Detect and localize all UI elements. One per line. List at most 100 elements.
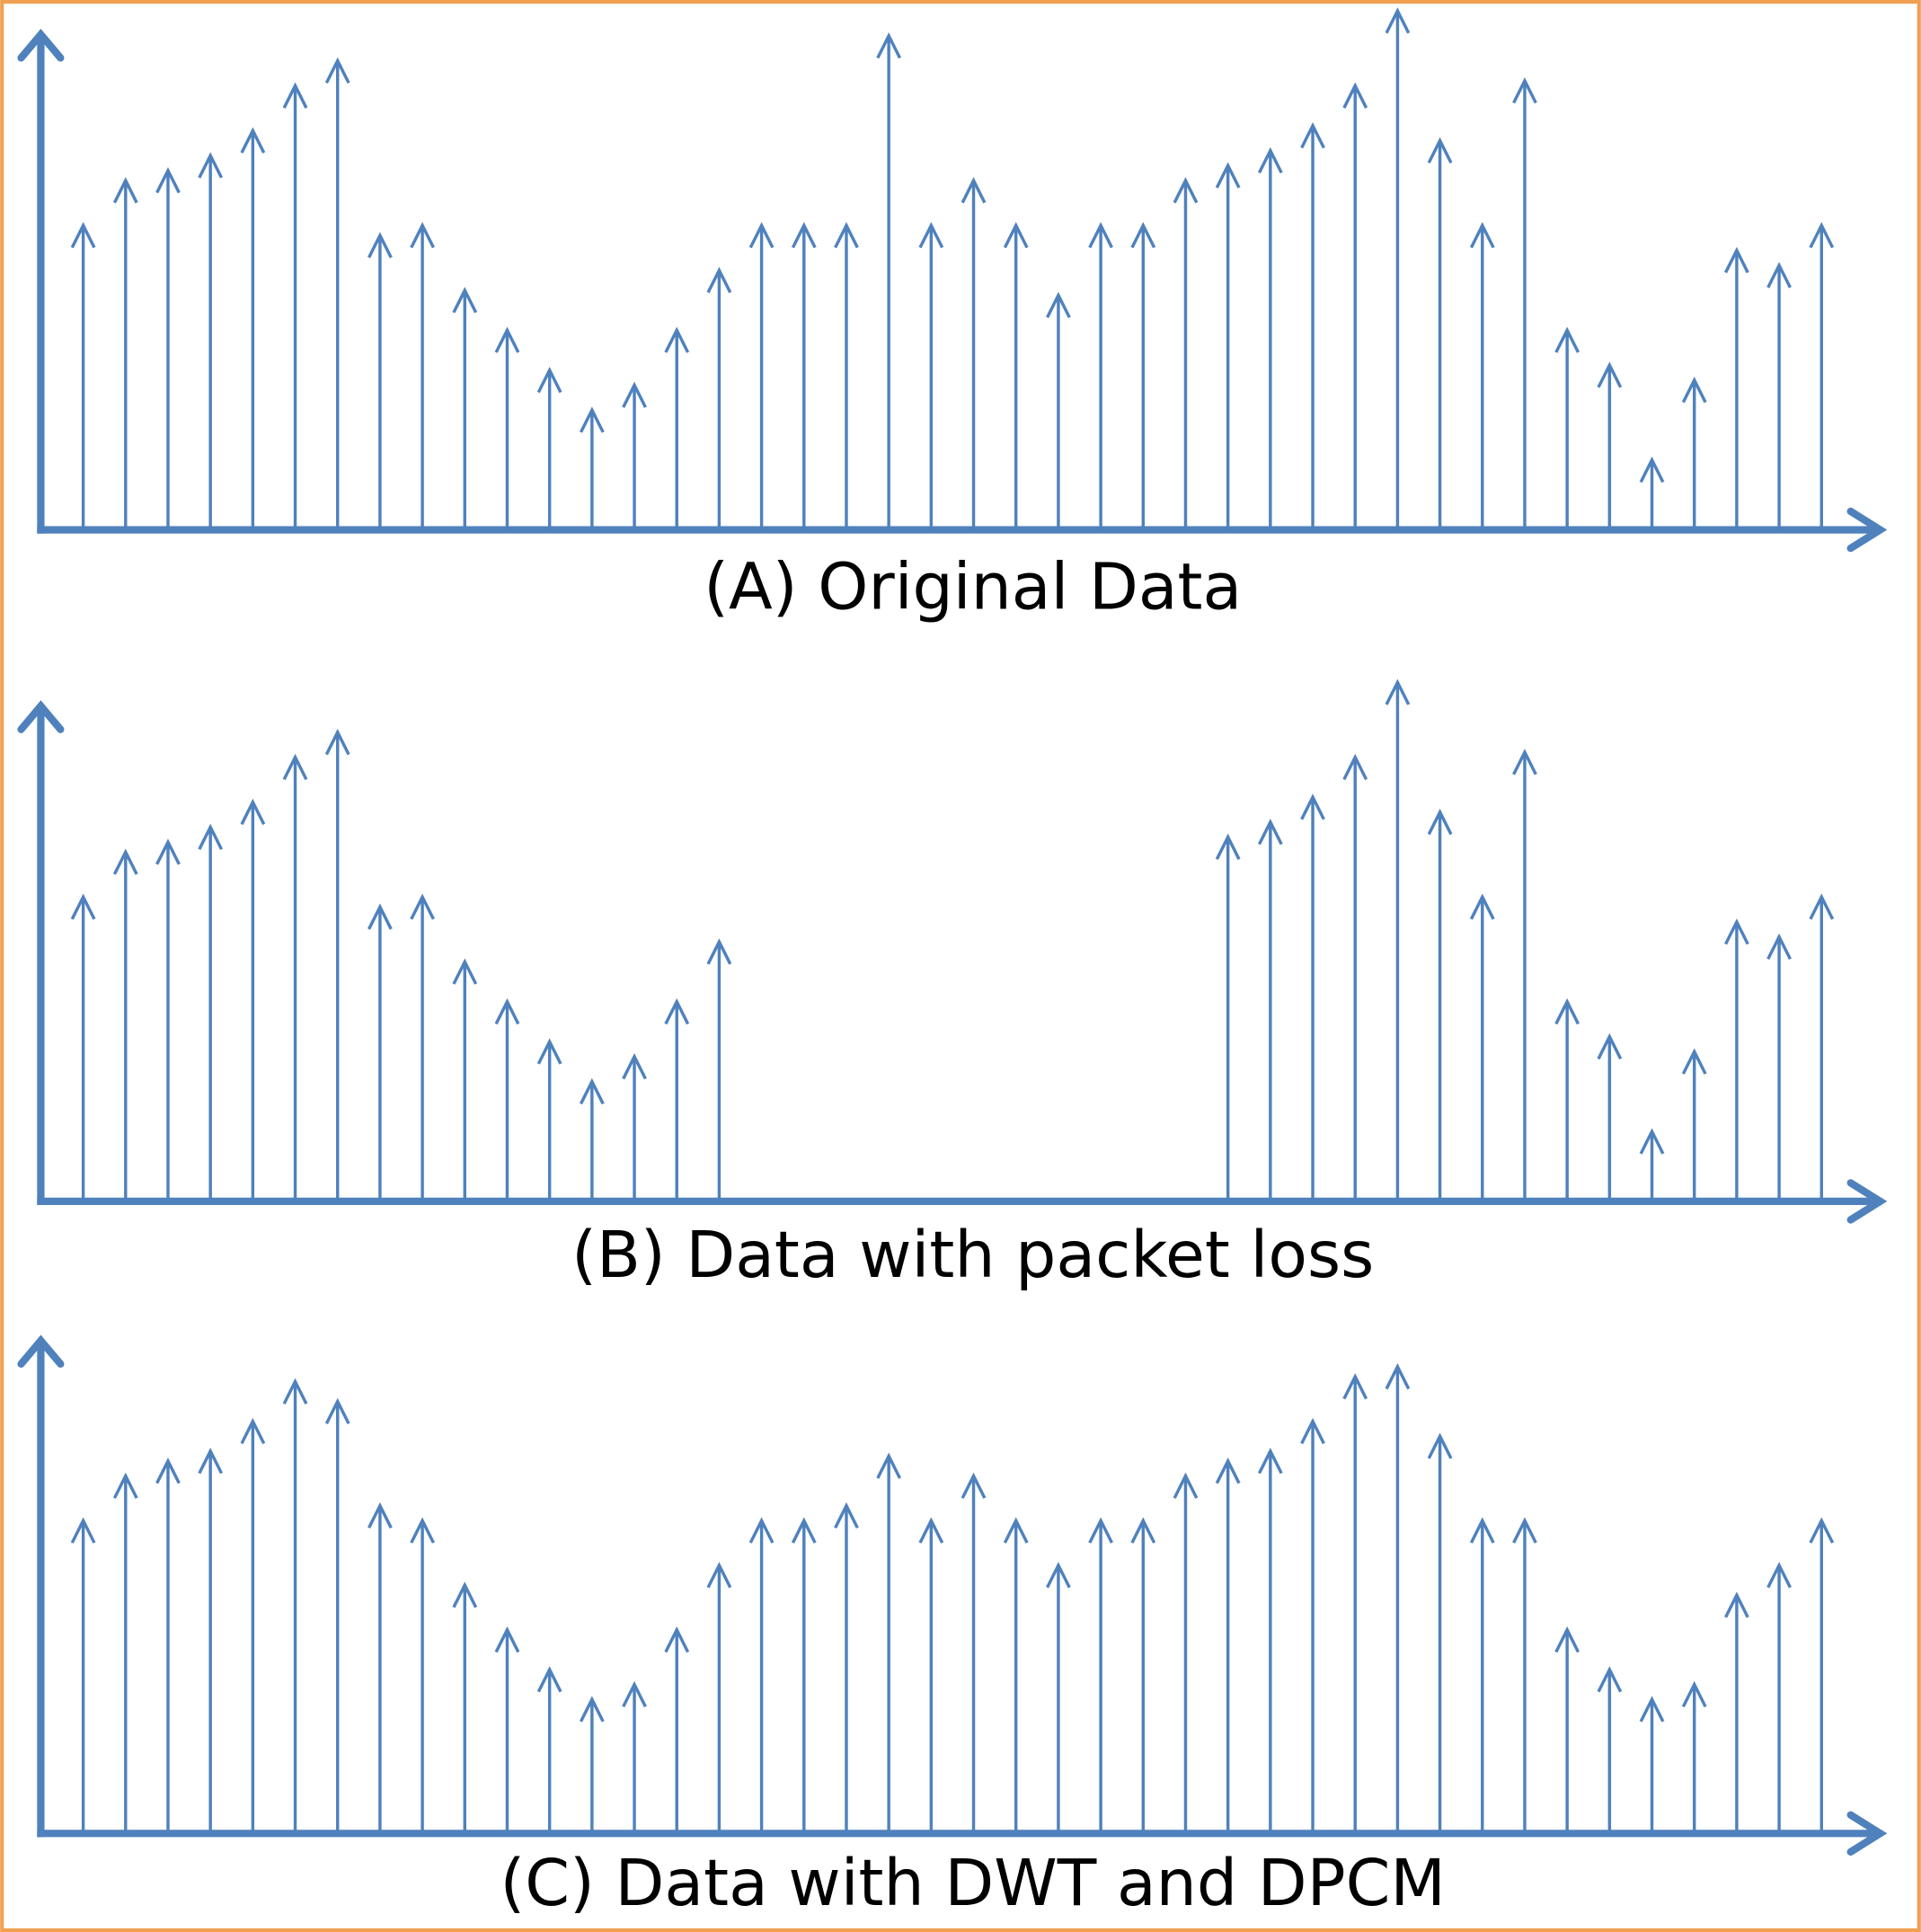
stem bbox=[452, 1582, 478, 1834]
stem bbox=[1427, 808, 1453, 1201]
stem bbox=[1385, 7, 1411, 530]
stem bbox=[706, 938, 732, 1201]
stem-arrow bbox=[1766, 261, 1792, 288]
y-axis-arrow bbox=[17, 29, 65, 62]
stem bbox=[1385, 678, 1411, 1201]
stem bbox=[1003, 1517, 1029, 1834]
stem-arrow bbox=[1427, 1432, 1453, 1459]
stem-arrow bbox=[1173, 1472, 1199, 1499]
stem-arrow bbox=[1385, 7, 1411, 34]
stem-arrow bbox=[579, 1696, 605, 1723]
stem-arrow bbox=[1173, 177, 1199, 204]
stem bbox=[198, 823, 224, 1201]
stem bbox=[410, 222, 435, 530]
stem-arrow bbox=[1300, 793, 1325, 820]
stem bbox=[918, 1517, 944, 1834]
y-axis-arrow bbox=[17, 700, 65, 733]
stem-arrow bbox=[1554, 997, 1580, 1025]
stem bbox=[834, 222, 859, 530]
stem-arrow bbox=[706, 267, 732, 294]
stem bbox=[324, 729, 350, 1201]
stem-arrow bbox=[1554, 1626, 1580, 1653]
stem-arrow bbox=[112, 1472, 138, 1499]
stem-arrow bbox=[1681, 1048, 1707, 1075]
stem bbox=[282, 753, 308, 1201]
stem bbox=[791, 1517, 817, 1834]
stem bbox=[1681, 1680, 1707, 1834]
stem-arrow bbox=[579, 1077, 605, 1105]
stem-arrow bbox=[155, 1458, 181, 1484]
stem-arrow bbox=[960, 177, 987, 204]
stem-arrow bbox=[622, 381, 647, 409]
stem-arrow bbox=[1215, 833, 1241, 860]
stem-arrow bbox=[1639, 1128, 1665, 1155]
stem-arrow bbox=[367, 1502, 393, 1529]
stem-arrow bbox=[706, 938, 732, 965]
stem-arrow bbox=[494, 326, 520, 353]
stem bbox=[1809, 893, 1835, 1201]
stem-arrow bbox=[1512, 1517, 1537, 1544]
stem bbox=[1342, 1373, 1368, 1834]
stem-arrow bbox=[452, 958, 478, 985]
stem bbox=[367, 232, 393, 530]
stem bbox=[706, 267, 732, 530]
stem bbox=[155, 838, 181, 1201]
stem-arrow bbox=[1003, 222, 1029, 249]
stem-arrow bbox=[1300, 1417, 1325, 1445]
stem bbox=[1003, 222, 1029, 530]
stem-arrow bbox=[494, 997, 520, 1025]
stem bbox=[1809, 222, 1835, 530]
stem-arrow bbox=[748, 1517, 775, 1544]
stem bbox=[1597, 361, 1623, 530]
stem-arrow bbox=[1088, 1517, 1113, 1544]
stem bbox=[1300, 1417, 1325, 1834]
stem bbox=[1215, 833, 1241, 1201]
stem bbox=[155, 1458, 181, 1834]
stem bbox=[1681, 1048, 1707, 1201]
stem-arrow bbox=[1215, 162, 1241, 189]
stem-arrow bbox=[282, 753, 308, 781]
stem-arrow bbox=[1257, 819, 1283, 846]
stem bbox=[1554, 326, 1580, 530]
stem-arrow bbox=[876, 1452, 902, 1479]
stem-arrow bbox=[494, 1626, 520, 1653]
stem bbox=[960, 1472, 987, 1834]
stem bbox=[791, 222, 817, 530]
stem bbox=[834, 1502, 859, 1834]
stem bbox=[748, 1517, 775, 1834]
stem bbox=[1215, 162, 1241, 530]
stem-arrow bbox=[1724, 918, 1749, 945]
stem bbox=[664, 1626, 690, 1834]
stem-arrow bbox=[918, 222, 944, 249]
stem bbox=[579, 1077, 605, 1201]
stem-arrow bbox=[1597, 361, 1623, 388]
stem bbox=[748, 222, 775, 530]
stem-arrow bbox=[1003, 1517, 1029, 1544]
stem bbox=[240, 798, 266, 1201]
stem-arrow bbox=[1342, 1373, 1368, 1400]
stem-arrow bbox=[410, 893, 435, 920]
stem bbox=[1469, 893, 1495, 1201]
stem bbox=[1809, 1517, 1835, 1834]
stem bbox=[410, 893, 435, 1201]
stem-arrow bbox=[1766, 1562, 1792, 1589]
stem-arrow bbox=[1046, 1562, 1071, 1589]
stem-arrow bbox=[367, 903, 393, 930]
stem bbox=[1512, 1517, 1537, 1834]
stem bbox=[1554, 1626, 1580, 1834]
stem bbox=[1130, 222, 1156, 530]
stem-arrow bbox=[112, 177, 138, 204]
stem-arrow bbox=[1088, 222, 1113, 249]
stem bbox=[155, 166, 181, 530]
stem bbox=[1639, 1696, 1665, 1834]
stem bbox=[70, 222, 96, 530]
stem bbox=[1597, 1666, 1623, 1834]
stem-arrow bbox=[1766, 933, 1792, 961]
stem bbox=[536, 1038, 562, 1201]
stem-arrow bbox=[1809, 893, 1835, 920]
stem bbox=[1130, 1517, 1156, 1834]
stem-arrow bbox=[324, 57, 350, 84]
stem bbox=[112, 1472, 138, 1834]
stem-arrow bbox=[1469, 1517, 1495, 1544]
